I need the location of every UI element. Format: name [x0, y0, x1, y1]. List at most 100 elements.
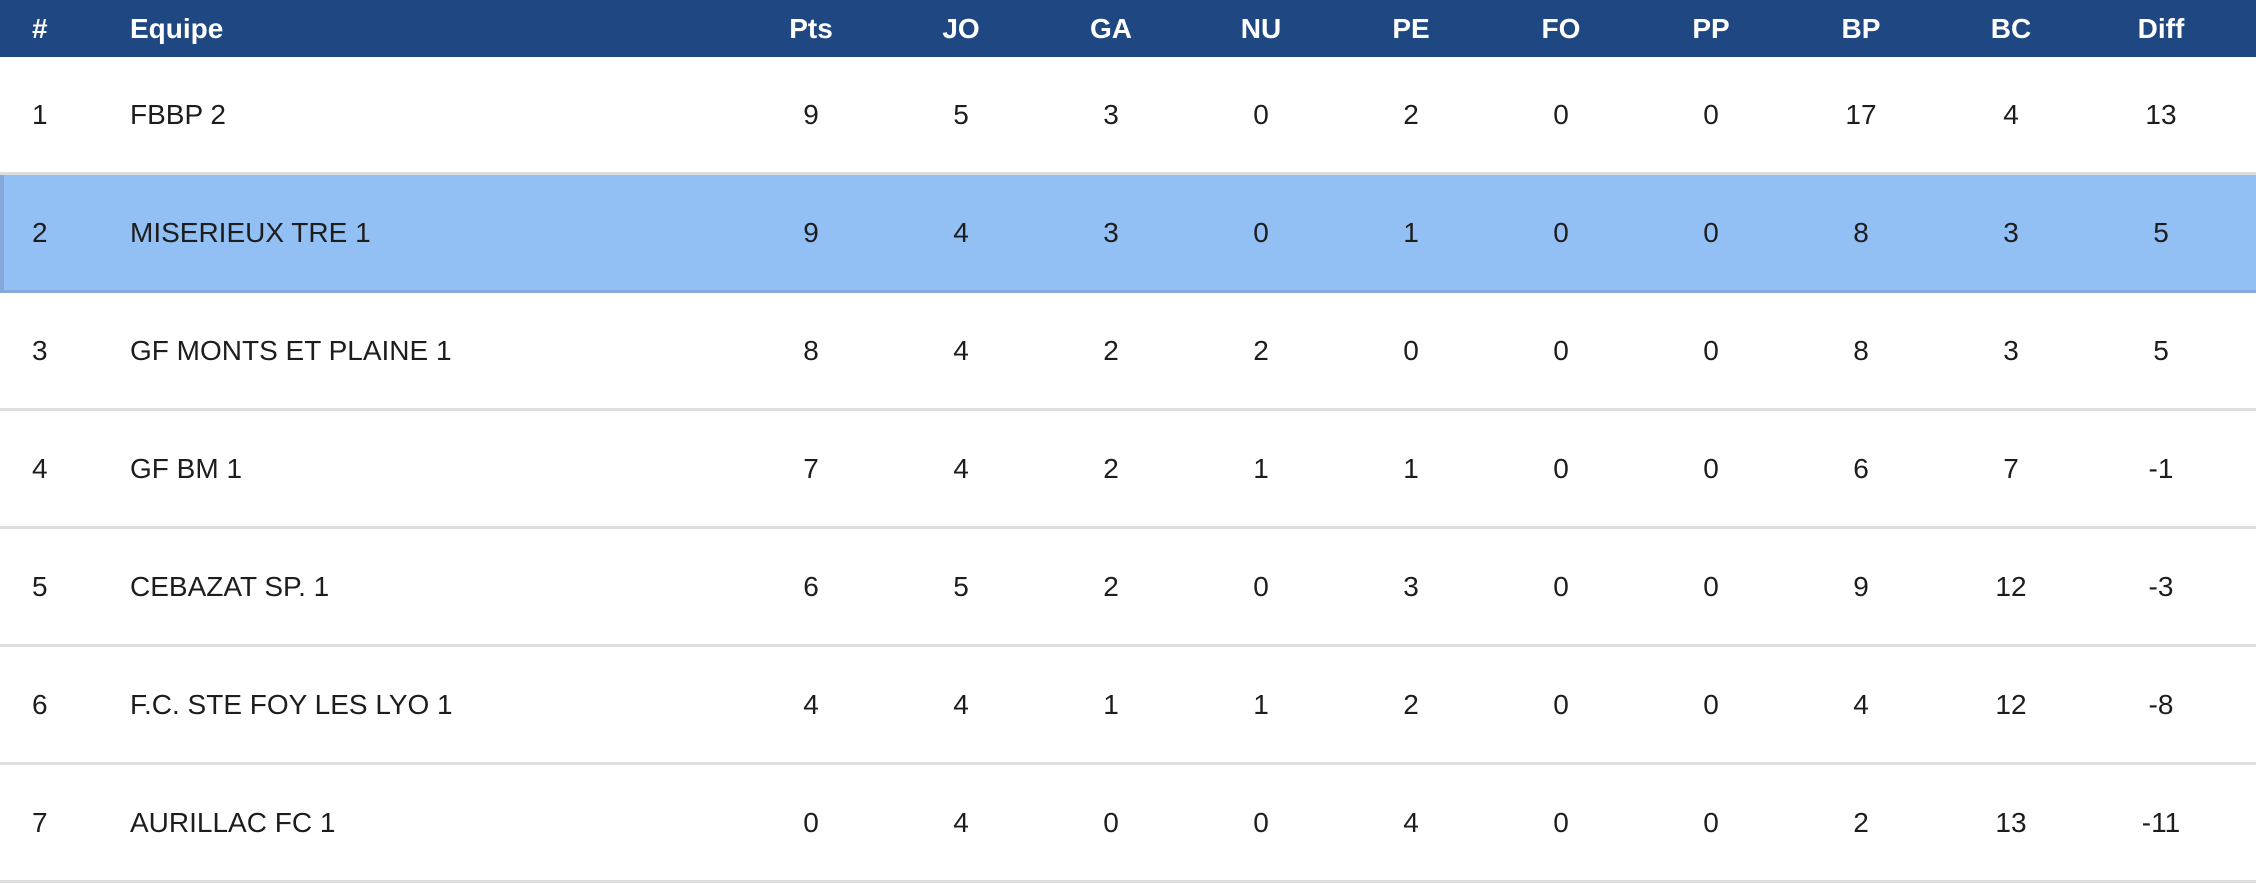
stat-cell-nu: 0 [1253, 98, 1269, 130]
team-name-cell: GF MONTS ET PLAINE 1 [130, 334, 452, 366]
stat-cell-nu: 1 [1253, 452, 1269, 484]
stat-cell-nu: 0 [1253, 216, 1269, 248]
stat-cell-fo: 0 [1553, 98, 1569, 130]
stat-cell-bc: 12 [1995, 688, 2027, 720]
stat-cell-fo: 0 [1553, 334, 1569, 366]
stat-cell-jo: 4 [953, 216, 969, 248]
stat-cell-bc: 7 [2003, 452, 2019, 484]
stat-cell-pe: 1 [1403, 452, 1419, 484]
stat-cell-ga: 2 [1103, 334, 1119, 366]
stat-cell-nu: 2 [1253, 334, 1269, 366]
stat-cell-pp: 0 [1703, 688, 1719, 720]
header-cell-bp: BP [1841, 12, 1881, 44]
stat-cell-ga: 2 [1103, 570, 1119, 602]
stat-cell-pe: 2 [1403, 98, 1419, 130]
table-row[interactable]: 6 F.C. STE FOY LES LYO 1 4 4 1 1 2 0 0 4 12 -8 [0, 647, 2256, 765]
stat-cell-pts: 0 [803, 806, 819, 838]
header-cell-jo: JO [942, 12, 980, 44]
stat-cell-diff: -3 [2148, 570, 2174, 602]
stat-cell-pts: 9 [803, 216, 819, 248]
stat-cell-fo: 0 [1553, 452, 1569, 484]
stat-cell-bc: 12 [1995, 570, 2027, 602]
stat-cell-pp: 0 [1703, 98, 1719, 130]
rank-cell: 5 [32, 570, 48, 602]
stat-cell-ga: 0 [1103, 806, 1119, 838]
stat-cell-jo: 4 [953, 334, 969, 366]
stat-cell-diff: 5 [2153, 216, 2169, 248]
stat-cell-pp: 0 [1703, 806, 1719, 838]
rank-cell: 1 [32, 98, 48, 130]
header-cell-nu: NU [1240, 12, 1282, 44]
stat-cell-bp: 6 [1853, 452, 1869, 484]
header-cell-rank: # [32, 12, 48, 44]
rank-cell: 2 [32, 216, 48, 248]
stat-cell-diff: 13 [2145, 98, 2177, 130]
stat-cell-diff: -1 [2148, 452, 2174, 484]
stat-cell-bp: 4 [1853, 688, 1869, 720]
stat-cell-bc: 4 [2003, 98, 2019, 130]
header-cell-pp: PP [1692, 12, 1730, 44]
rank-cell: 7 [32, 806, 48, 838]
stat-cell-nu: 1 [1253, 688, 1269, 720]
table-row[interactable]: 3 GF MONTS ET PLAINE 1 8 4 2 2 0 0 0 8 3 5 [0, 293, 2256, 411]
stat-cell-bp: 8 [1853, 216, 1869, 248]
header-cell-fo: FO [1541, 12, 1581, 44]
rank-cell: 6 [32, 688, 48, 720]
table-row[interactable]: 5 CEBAZAT SP. 1 6 5 2 0 3 0 0 9 12 -3 [0, 529, 2256, 647]
stat-cell-bp: 9 [1853, 570, 1869, 602]
stat-cell-pe: 2 [1403, 688, 1419, 720]
stat-cell-pp: 0 [1703, 334, 1719, 366]
stat-cell-pts: 9 [803, 98, 819, 130]
stat-cell-bp: 2 [1853, 806, 1869, 838]
table-row[interactable]: 7 AURILLAC FC 1 0 4 0 0 4 0 0 2 13 -11 [0, 765, 2256, 883]
table-row[interactable]: 1 FBBP 2 9 5 3 0 2 0 0 17 4 13 [0, 57, 2256, 175]
stat-cell-diff: -11 [2141, 806, 2181, 838]
table-row[interactable]: 4 GF BM 1 7 4 2 1 1 0 0 6 7 -1 [0, 411, 2256, 529]
header-cell-pts: Pts [789, 12, 833, 44]
header-cell-pe: PE [1392, 12, 1430, 44]
header-cell-ga: GA [1090, 12, 1132, 44]
stat-cell-jo: 4 [953, 806, 969, 838]
stat-cell-diff: 5 [2153, 334, 2169, 366]
stat-cell-pts: 7 [803, 452, 819, 484]
stat-cell-pts: 8 [803, 334, 819, 366]
stat-cell-bp: 8 [1853, 334, 1869, 366]
team-name-cell: CEBAZAT SP. 1 [130, 570, 330, 602]
rank-cell: 4 [32, 452, 48, 484]
stat-cell-ga: 3 [1103, 216, 1119, 248]
stat-cell-fo: 0 [1553, 688, 1569, 720]
stat-cell-bc: 3 [2003, 334, 2019, 366]
team-name-cell: GF BM 1 [130, 452, 243, 484]
stat-cell-jo: 4 [953, 452, 969, 484]
stat-cell-ga: 2 [1103, 452, 1119, 484]
stat-cell-jo: 4 [953, 688, 969, 720]
header-cell-equipe: Equipe [130, 12, 224, 44]
team-name-cell: FBBP 2 [130, 98, 226, 130]
stat-cell-pe: 3 [1403, 570, 1419, 602]
stat-cell-jo: 5 [953, 98, 969, 130]
stat-cell-bp: 17 [1845, 98, 1877, 130]
stat-cell-ga: 1 [1103, 688, 1119, 720]
stat-cell-fo: 0 [1553, 806, 1569, 838]
team-name-cell: MISERIEUX TRE 1 [130, 216, 371, 248]
stat-cell-ga: 3 [1103, 98, 1119, 130]
stat-cell-pe: 4 [1403, 806, 1419, 838]
stat-cell-fo: 0 [1553, 570, 1569, 602]
table-header-row: # Equipe Pts JO GA NU PE FO PP BP BC Diff [0, 0, 2256, 57]
stat-cell-fo: 0 [1553, 216, 1569, 248]
rank-cell: 3 [32, 334, 48, 366]
stat-cell-diff: -8 [2148, 688, 2174, 720]
table-row-highlighted[interactable]: 2 MISERIEUX TRE 1 9 4 3 0 1 0 0 8 3 5 [0, 175, 2256, 293]
stat-cell-pp: 0 [1703, 570, 1719, 602]
stat-cell-nu: 0 [1253, 570, 1269, 602]
stat-cell-jo: 5 [953, 570, 969, 602]
header-cell-diff: Diff [2137, 12, 2185, 44]
header-cell-bc: BC [1990, 12, 2032, 44]
stat-cell-nu: 0 [1253, 806, 1269, 838]
team-name-cell: F.C. STE FOY LES LYO 1 [130, 688, 453, 720]
stat-cell-pp: 0 [1703, 216, 1719, 248]
stat-cell-pts: 4 [803, 688, 819, 720]
stat-cell-pp: 0 [1703, 452, 1719, 484]
stat-cell-pts: 6 [803, 570, 819, 602]
